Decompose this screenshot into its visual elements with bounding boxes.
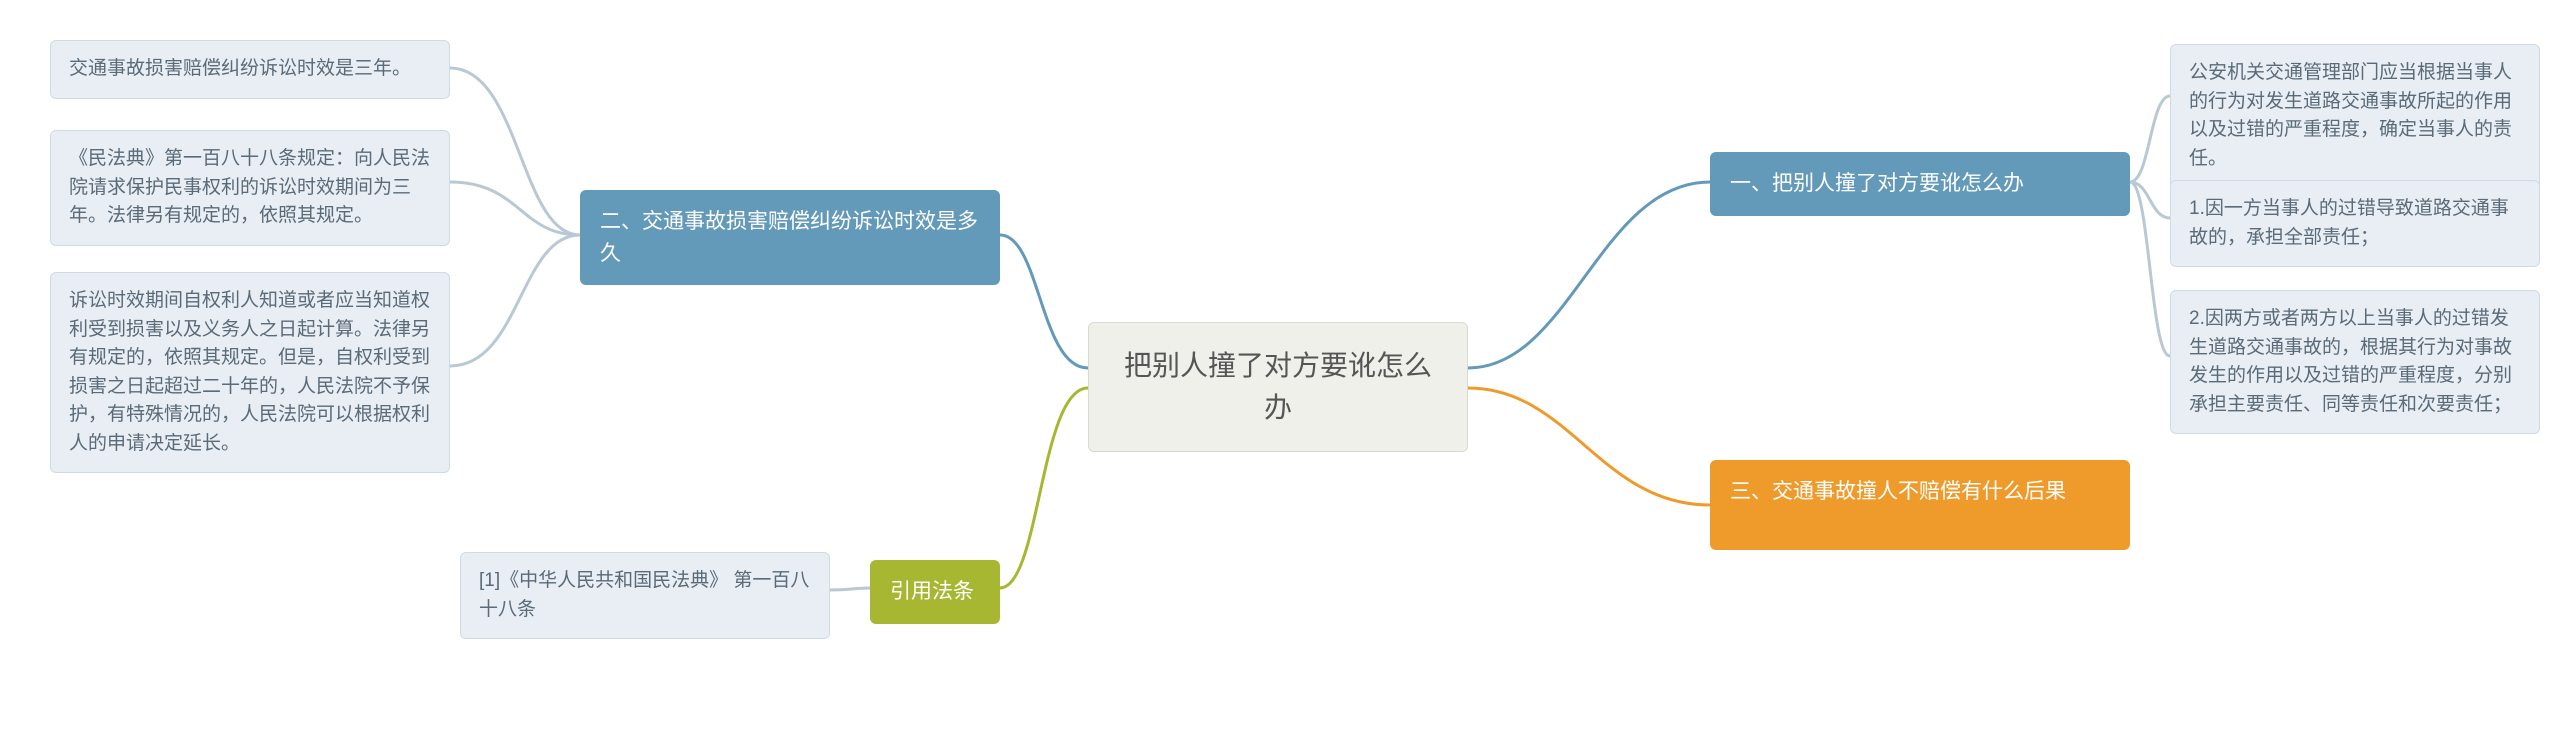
connector	[450, 235, 580, 366]
connector	[830, 588, 870, 590]
root-node[interactable]: 把别人撞了对方要讹怎么办	[1088, 322, 1468, 452]
branch-b4[interactable]: 引用法条	[870, 560, 1000, 624]
leaf-label: 1.因一方当事人的过错导致道路交通事故的，承担全部责任；	[2189, 198, 2509, 248]
branch-b3[interactable]: 三、交通事故撞人不赔偿有什么后果	[1710, 460, 2130, 550]
leaf-label: 《民法典》第一百八十八条规定：向人民法院请求保护民事权利的诉讼时效期间为三年。法…	[69, 148, 430, 226]
leaf-label: 诉讼时效期间自权利人知道或者应当知道权利受到损害以及义务人之日起计算。法律另有规…	[69, 290, 430, 454]
connector	[450, 182, 580, 235]
connector	[1468, 182, 1710, 368]
branch-b1[interactable]: 一、把别人撞了对方要讹怎么办	[1710, 152, 2130, 216]
connector	[450, 68, 580, 235]
branch-label: 二、交通事故损害赔偿纠纷诉讼时效是多久	[600, 210, 978, 265]
connector	[1000, 235, 1088, 368]
leaf-b1-1[interactable]: 1.因一方当事人的过错导致道路交通事故的，承担全部责任；	[2170, 180, 2540, 267]
connector	[1000, 388, 1088, 588]
connector	[2130, 182, 2170, 356]
leaf-label: [1]《中华人民共和国民法典》 第一百八十八条	[479, 570, 809, 620]
connector	[2130, 96, 2170, 182]
branch-label: 引用法条	[890, 580, 974, 603]
leaf-b2-0[interactable]: 交通事故损害赔偿纠纷诉讼时效是三年。	[50, 40, 450, 99]
connector	[1468, 388, 1710, 505]
branch-label: 一、把别人撞了对方要讹怎么办	[1730, 172, 2024, 195]
branch-b2[interactable]: 二、交通事故损害赔偿纠纷诉讼时效是多久	[580, 190, 1000, 285]
branch-label: 三、交通事故撞人不赔偿有什么后果	[1730, 480, 2066, 503]
leaf-b2-1[interactable]: 《民法典》第一百八十八条规定：向人民法院请求保护民事权利的诉讼时效期间为三年。法…	[50, 130, 450, 246]
leaf-b1-2[interactable]: 2.因两方或者两方以上当事人的过错发生道路交通事故的，根据其行为对事故发生的作用…	[2170, 290, 2540, 434]
leaf-label: 公安机关交通管理部门应当根据当事人的行为对发生道路交通事故所起的作用以及过错的严…	[2189, 62, 2512, 169]
leaf-b2-2[interactable]: 诉讼时效期间自权利人知道或者应当知道权利受到损害以及义务人之日起计算。法律另有规…	[50, 272, 450, 473]
leaf-b1-0[interactable]: 公安机关交通管理部门应当根据当事人的行为对发生道路交通事故所起的作用以及过错的严…	[2170, 44, 2540, 188]
root-label: 把别人撞了对方要讹怎么办	[1124, 350, 1432, 423]
leaf-label: 交通事故损害赔偿纠纷诉讼时效是三年。	[69, 58, 411, 79]
connector	[2130, 182, 2170, 218]
leaf-b4-0[interactable]: [1]《中华人民共和国民法典》 第一百八十八条	[460, 552, 830, 639]
leaf-label: 2.因两方或者两方以上当事人的过错发生道路交通事故的，根据其行为对事故发生的作用…	[2189, 308, 2512, 415]
